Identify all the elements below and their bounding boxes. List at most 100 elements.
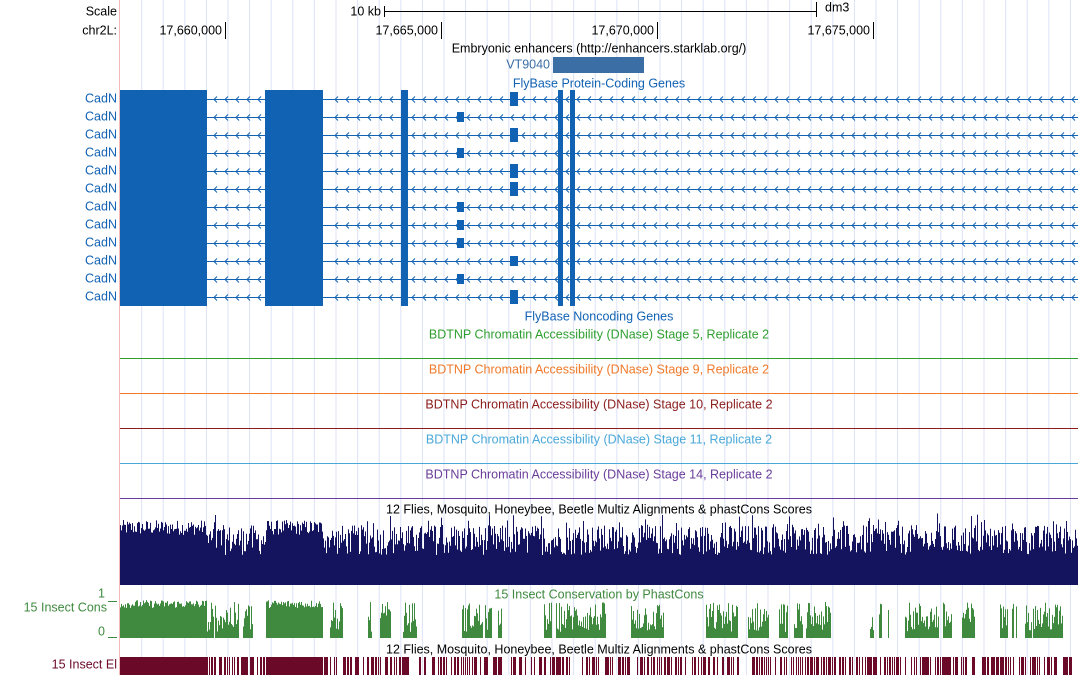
exon <box>265 252 323 270</box>
gene-label: CadN <box>85 127 117 141</box>
multiz-signal <box>120 513 1078 585</box>
exon <box>265 198 323 216</box>
exon <box>570 108 575 126</box>
track-title: FlyBase Protein-Coding Genes <box>513 76 685 90</box>
strand-arrows <box>213 132 1076 139</box>
phastcons-signal <box>120 600 1063 638</box>
track-title: 15 Insect Conservation by PhastCons <box>494 587 703 601</box>
exon <box>570 252 575 270</box>
exon <box>120 198 207 216</box>
exon <box>265 126 323 144</box>
gene-label: CadN <box>85 181 117 195</box>
strand-arrows <box>213 294 1076 301</box>
exon <box>120 252 207 270</box>
gene-label: CadN <box>85 199 117 213</box>
exon <box>265 216 323 234</box>
track-title: Embryonic enhancers (http://enhancers.st… <box>452 41 747 55</box>
track-label: 15 Insect Cons <box>24 600 107 614</box>
exon <box>401 252 408 270</box>
gene-label: CadN <box>85 217 117 231</box>
exon <box>401 288 408 306</box>
exon <box>570 270 575 288</box>
exon <box>120 270 207 288</box>
gene-label: CadN <box>85 91 117 105</box>
position-label: 17,675,000 <box>807 23 870 37</box>
strand-arrows <box>213 150 1076 157</box>
exon <box>120 234 207 252</box>
exon <box>558 126 563 144</box>
exon <box>558 252 563 270</box>
track-title: BDTNP Chromatin Accessibility (DNase) St… <box>429 362 769 376</box>
exon <box>457 238 464 248</box>
track-title: FlyBase Noncoding Genes <box>525 309 674 323</box>
track-title: 12 Flies, Mosquito, Honeybee, Beetle Mul… <box>386 502 812 516</box>
exon <box>510 92 518 106</box>
strand-arrows <box>213 276 1076 283</box>
exon <box>120 162 207 180</box>
track-title: BDTNP Chromatin Accessibility (DNase) St… <box>425 397 772 411</box>
exon <box>401 90 408 108</box>
exon <box>265 108 323 126</box>
exon <box>510 128 518 142</box>
exon <box>558 198 563 216</box>
exon <box>265 162 323 180</box>
exon <box>120 108 207 126</box>
axis-max: 1 <box>98 586 105 600</box>
exon <box>510 182 518 196</box>
exon <box>401 270 408 288</box>
exon <box>558 234 563 252</box>
gene-label: CadN <box>85 271 117 285</box>
exon <box>457 148 464 158</box>
exon <box>510 164 518 178</box>
exon <box>570 198 575 216</box>
enhancer-label: VT9040 <box>506 57 550 71</box>
exon <box>401 126 408 144</box>
gene-label: CadN <box>85 253 117 267</box>
exon <box>120 144 207 162</box>
exon <box>570 90 575 108</box>
exon <box>401 144 408 162</box>
exon <box>265 234 323 252</box>
strand-arrows <box>213 204 1076 211</box>
exon <box>558 162 563 180</box>
track-label: 15 Insect El <box>52 657 117 671</box>
exon <box>120 126 207 144</box>
exon <box>120 180 207 198</box>
strand-arrows <box>213 258 1076 265</box>
gene-label: CadN <box>85 145 117 159</box>
exon <box>265 180 323 198</box>
exon <box>265 90 323 108</box>
scale-label: Scale <box>86 4 117 18</box>
exon <box>570 288 575 306</box>
axis-min: 0 <box>98 624 105 638</box>
position-label: 17,660,000 <box>159 23 222 37</box>
position-label: 17,670,000 <box>591 23 654 37</box>
exon <box>570 162 575 180</box>
track-title: BDTNP Chromatin Accessibility (DNase) St… <box>429 327 769 341</box>
gene-label: CadN <box>85 163 117 177</box>
strand-arrows <box>213 186 1076 193</box>
exon <box>401 216 408 234</box>
chrom-label: chr2L: <box>82 23 117 37</box>
track-title: BDTNP Chromatin Accessibility (DNase) St… <box>426 432 772 446</box>
exon <box>265 144 323 162</box>
track-title: BDTNP Chromatin Accessibility (DNase) St… <box>425 467 772 481</box>
exon <box>457 274 464 284</box>
exon <box>558 216 563 234</box>
exon <box>120 90 207 108</box>
exon <box>457 220 464 230</box>
exon <box>510 290 518 304</box>
exon <box>265 288 323 306</box>
exon <box>120 216 207 234</box>
exon <box>570 234 575 252</box>
exon <box>570 216 575 234</box>
strand-arrows <box>213 222 1076 229</box>
gene-label: CadN <box>85 109 117 123</box>
exon <box>558 180 563 198</box>
gene-label: CadN <box>85 289 117 303</box>
exon <box>558 108 563 126</box>
exon <box>570 180 575 198</box>
exon <box>570 126 575 144</box>
strand-arrows <box>213 114 1076 121</box>
exon <box>570 144 575 162</box>
